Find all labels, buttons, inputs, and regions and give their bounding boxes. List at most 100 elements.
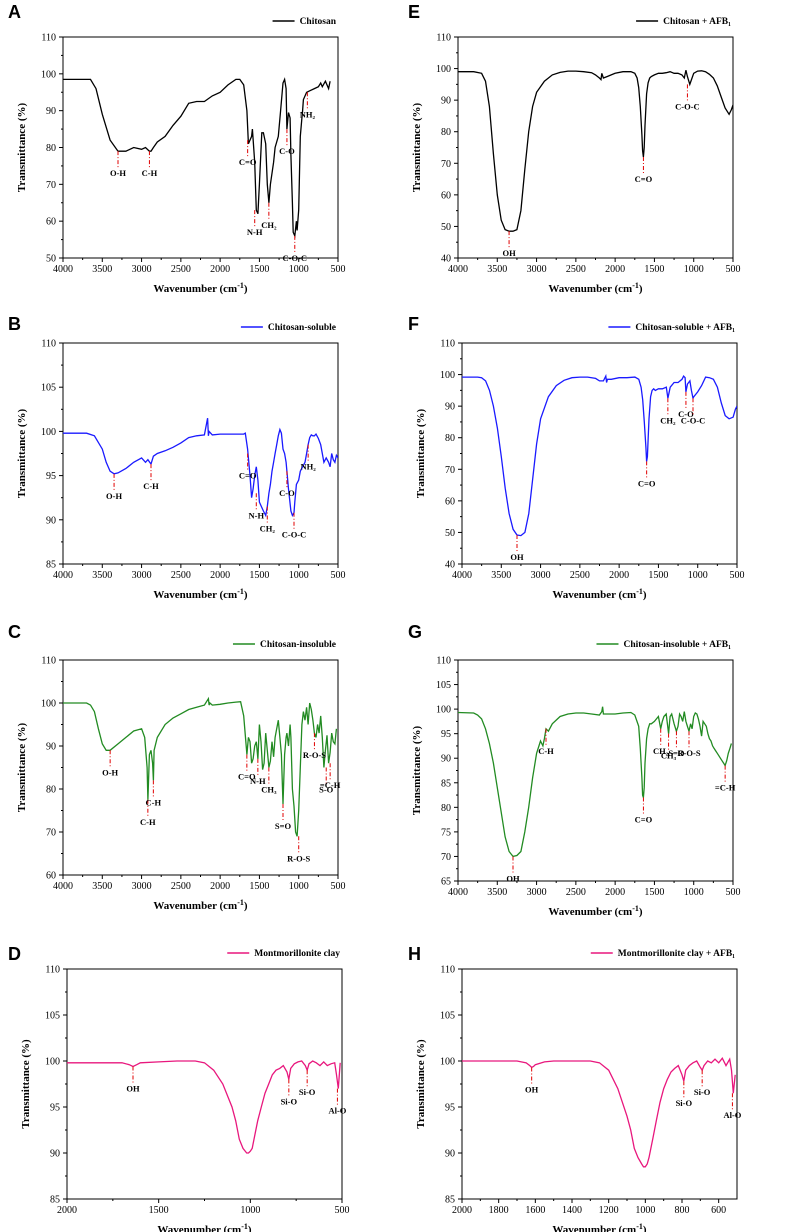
y-tick-label: 95	[445, 1103, 455, 1114]
x-tick-label: 1400	[562, 1205, 582, 1216]
y-tick-label: 85	[441, 778, 451, 789]
panel-h: H 2000 1800 1600 1400 1200 1000 800 600 85 90 95 100…	[408, 944, 742, 1232]
annotation-label: CH₂	[653, 746, 669, 756]
y-tick-label: 100	[436, 705, 451, 716]
annotation-label: C-O-C	[681, 415, 706, 425]
annotation-label: C=O	[635, 174, 653, 184]
x-tick-label: 3500	[92, 570, 112, 581]
y-tick-label: 60	[46, 871, 56, 882]
x-tick-label: 2500	[171, 570, 191, 581]
plot-frame	[457, 659, 734, 882]
annotation-label: =C-H	[715, 783, 736, 793]
y-tick-label: 50	[445, 528, 455, 539]
x-tick-label: 1000	[635, 1205, 655, 1216]
y-tick-label: 105	[45, 1011, 60, 1022]
x-axis-label: Wavenumber (cm-1)	[153, 281, 248, 295]
x-tick-label: 1000	[684, 264, 704, 275]
y-axis-label: Transmittance (%)	[415, 409, 427, 499]
y-tick-label: 65	[441, 877, 451, 888]
y-tick-label: 40	[445, 560, 455, 571]
legend-label: Chitosan-soluble	[268, 323, 336, 333]
annotation-label: Al-O	[328, 1106, 346, 1116]
x-tick-label: 3500	[92, 881, 112, 892]
annotation-label: C=O	[238, 772, 256, 782]
x-tick-label: 1500	[249, 570, 269, 581]
legend-label: Chitosan-insoluble + AFB₁	[623, 640, 731, 650]
y-tick-label: 40	[441, 254, 451, 265]
panel-f: F 4000 3500 3000 2500 2000 1500 1000 500 40 50 60 70…	[408, 314, 745, 601]
x-tick-label: 1500	[648, 570, 668, 581]
annotation-label: N-H	[248, 510, 264, 520]
y-tick-label: 85	[46, 560, 56, 571]
annotation-label: O-H	[102, 767, 118, 777]
annotation-label: Al-O	[723, 1110, 741, 1120]
y-tick-label: 95	[441, 729, 451, 740]
spectrum-line	[458, 70, 733, 232]
x-axis-label: Wavenumber (cm-1)	[153, 587, 248, 601]
x-tick-label: 500	[331, 264, 346, 275]
y-tick-label: 90	[50, 1149, 60, 1160]
x-tick-label: 500	[730, 570, 745, 581]
y-tick-label: 80	[46, 143, 56, 154]
annotation-label: Si-O	[676, 1098, 693, 1108]
spectrum-line	[462, 373, 737, 537]
annotation-label: C-H	[538, 746, 554, 756]
y-tick-label: 110	[436, 656, 451, 667]
y-tick-label: 70	[46, 828, 56, 839]
plot-frame	[461, 342, 738, 565]
y-tick-label: 80	[441, 127, 451, 138]
y-tick-label: 100	[45, 1057, 60, 1068]
y-axis-label: Transmittance (%)	[16, 409, 28, 499]
x-tick-label: 1000	[240, 1205, 260, 1216]
panel-d: D 2000 1500 1000 500 85 90 95 100 105 110 Wavenumbe…	[8, 944, 350, 1232]
x-tick-label: 1000	[684, 887, 704, 898]
y-axis-label: Transmittance (%)	[415, 1039, 427, 1129]
y-tick-label: 95	[50, 1103, 60, 1114]
legend-label: Chitosan + AFB₁	[663, 17, 731, 27]
panel-letter: H	[408, 944, 421, 964]
annotation-label: CH₃	[661, 751, 677, 761]
panel-letter: B	[8, 314, 21, 334]
y-tick-label: 110	[45, 965, 60, 976]
x-tick-label: 1000	[289, 570, 309, 581]
panel-g: G 4000 3500 3000 2500 2000 1500 1000 500 65 70 75 80…	[408, 622, 741, 918]
annotation-label: C-O-C	[675, 101, 700, 111]
y-tick-label: 70	[441, 159, 451, 170]
annotation-label: S=O	[668, 748, 685, 758]
annotation-label: NH₂	[300, 109, 316, 119]
x-tick-label: 4000	[448, 887, 468, 898]
x-tick-label: 500	[331, 881, 346, 892]
annotation-label: OH	[525, 1084, 539, 1094]
spectrum-line	[63, 696, 338, 837]
legend-label: Montmorillonite clay + AFB₁	[618, 949, 735, 959]
x-tick-label: 3000	[527, 264, 547, 275]
annotation-label: C=O	[638, 478, 656, 488]
panel-letter: D	[8, 944, 21, 964]
legend-label: Chitosan	[300, 17, 337, 27]
y-tick-label: 110	[440, 965, 455, 976]
spectrum-line	[67, 1060, 341, 1154]
y-tick-label: 90	[46, 106, 56, 117]
annotation-label: CH₂	[260, 524, 276, 534]
x-tick-label: 1500	[249, 264, 269, 275]
x-tick-label: 2500	[566, 887, 586, 898]
annotation-label: C-O	[678, 409, 694, 419]
x-tick-label: 4000	[53, 570, 73, 581]
y-tick-label: 85	[50, 1195, 60, 1206]
y-tick-label: 90	[445, 1149, 455, 1160]
y-tick-label: 105	[41, 383, 56, 394]
legend-label: Montmorillonite clay	[254, 949, 340, 959]
annotation-label: S-O	[319, 785, 334, 795]
annotation-label: C-O	[279, 146, 295, 156]
y-tick-label: 70	[445, 465, 455, 476]
x-tick-label: 1200	[599, 1205, 619, 1216]
annotation-label: C-H	[140, 817, 156, 827]
annotation-label: C=O	[239, 157, 257, 167]
x-tick-label: 4000	[452, 570, 472, 581]
annotation-label: N-H	[247, 227, 263, 237]
x-tick-label: 3500	[487, 887, 507, 898]
x-tick-label: 500	[726, 264, 741, 275]
y-tick-label: 70	[46, 180, 56, 191]
y-tick-label: 100	[41, 699, 56, 710]
